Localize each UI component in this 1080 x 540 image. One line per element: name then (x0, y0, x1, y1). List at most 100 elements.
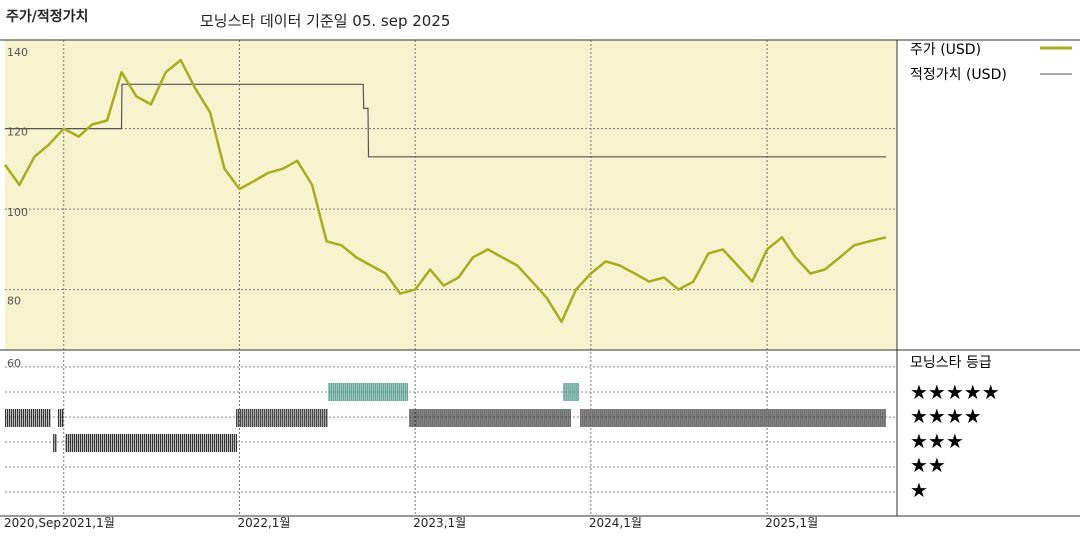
rating-band-stripe (75, 434, 77, 452)
rating-band-stripe (417, 409, 419, 427)
rating-band-stripe (185, 434, 187, 452)
rating-band-stripe (394, 383, 396, 401)
rating-band-stripe (298, 409, 300, 427)
rating-band-stripe (47, 409, 49, 427)
rating-band-stripe (517, 409, 519, 427)
x-tick-label: 2024,1월 (589, 516, 642, 530)
rating-band-stripe (551, 409, 553, 427)
rating-band-stripe (465, 409, 467, 427)
rating-band-stripe (231, 434, 233, 452)
rating-band-stripe (123, 434, 125, 452)
rating-band-stripe (125, 434, 127, 452)
rating-band-stripe (716, 409, 718, 427)
rating-band-stripe (115, 434, 117, 452)
rating-band-stripe (515, 409, 517, 427)
rating-band-stripe (768, 409, 770, 427)
rating-band-stripe (413, 409, 415, 427)
rating-band-stripe (49, 409, 51, 427)
rating-band-stripe (567, 383, 569, 401)
rating-band-stripe (286, 409, 288, 427)
rating-band-stripe (770, 409, 772, 427)
rating-band-stripe (848, 409, 850, 427)
rating-band-stripe (19, 409, 21, 427)
rating-band-stripe (411, 409, 413, 427)
rating-band-stripe (121, 434, 123, 452)
rating-band-stripe (844, 409, 846, 427)
rating-band-stripe (565, 383, 567, 401)
rating-band-stripe (21, 409, 23, 427)
rating-band-stripe (17, 409, 19, 427)
rating-band-stripe (35, 409, 37, 427)
rating-band-stripe (738, 409, 740, 427)
rating-band-4-stars (236, 409, 328, 427)
rating-band-stripe (796, 409, 798, 427)
rating-band-stripe (292, 409, 294, 427)
rating-band-stripe (15, 409, 17, 427)
rating-band-stripe (83, 434, 85, 452)
rating-band-stripe (382, 383, 384, 401)
rating-band-stripe (143, 434, 145, 452)
rating-band-stripe (720, 409, 722, 427)
rating-band-stripe (169, 434, 171, 452)
rating-band-stripe (652, 409, 654, 427)
rating-band-stripe (328, 383, 330, 401)
rating-band-stripe (503, 409, 505, 427)
rating-band-stripe (306, 409, 308, 427)
rating-band-stripe (425, 409, 427, 427)
rating-band-stripe (555, 409, 557, 427)
rating-band-stripe (274, 409, 276, 427)
rating-band-stripe (437, 409, 439, 427)
rating-band-stripe (29, 409, 31, 427)
rating-band-stripe (495, 409, 497, 427)
rating-band-stripe (254, 409, 256, 427)
rating-band-stripe (678, 409, 680, 427)
rating-band-stripe (756, 409, 758, 427)
rating-band-stripe (682, 409, 684, 427)
rating-band-stripe (103, 434, 105, 452)
rating-band-stripe (288, 409, 290, 427)
rating-band-stripe (834, 409, 836, 427)
rating-band-stripe (664, 409, 666, 427)
rating-band-stripe (676, 409, 678, 427)
rating-band-stripe (872, 409, 874, 427)
rating-band-stripe (330, 383, 332, 401)
rating-band-stripe (710, 409, 712, 427)
rating-band-stripe (276, 409, 278, 427)
rating-band-stripe (264, 409, 266, 427)
rating-band-stripe (670, 409, 672, 427)
rating-band-stripe (541, 409, 543, 427)
rating-band-stripe (698, 409, 700, 427)
rating-band-stripe (642, 409, 644, 427)
rating-band-stripe (499, 409, 501, 427)
rating-band-stripe (584, 409, 586, 427)
rating-band-stripe (439, 409, 441, 427)
rating-band-stripe (505, 409, 507, 427)
rating-band-stripe (612, 409, 614, 427)
rating-band-stripe (810, 409, 812, 427)
rating-band-stripe (304, 409, 306, 427)
rating-band-stripe (79, 434, 81, 452)
rating-band-4-stars (580, 409, 886, 427)
rating-band-stripe (308, 409, 310, 427)
rating-band-stripe (692, 409, 694, 427)
rating-band-stripe (117, 434, 119, 452)
rating-band-stripe (346, 383, 348, 401)
rating-band-stripe (58, 409, 60, 427)
rating-band-stripe (368, 383, 370, 401)
stars-1: ★ (910, 478, 928, 502)
rating-band-stripe (11, 409, 13, 427)
rating-band-stripe (511, 409, 513, 427)
rating-band-stripe (320, 409, 322, 427)
rating-band-stripe (620, 409, 622, 427)
rating-band-stripe (159, 434, 161, 452)
rating-band-stripe (850, 409, 852, 427)
rating-band-stripe (718, 409, 720, 427)
y-tick-label: 60 (7, 357, 21, 370)
rating-band-stripe (874, 409, 876, 427)
rating-band-stripe (582, 409, 584, 427)
rating-band-stripe (240, 409, 242, 427)
rating-band-stripe (732, 409, 734, 427)
rating-band-stripe (374, 383, 376, 401)
rating-band-stripe (433, 409, 435, 427)
rating-band-stripe (561, 409, 563, 427)
